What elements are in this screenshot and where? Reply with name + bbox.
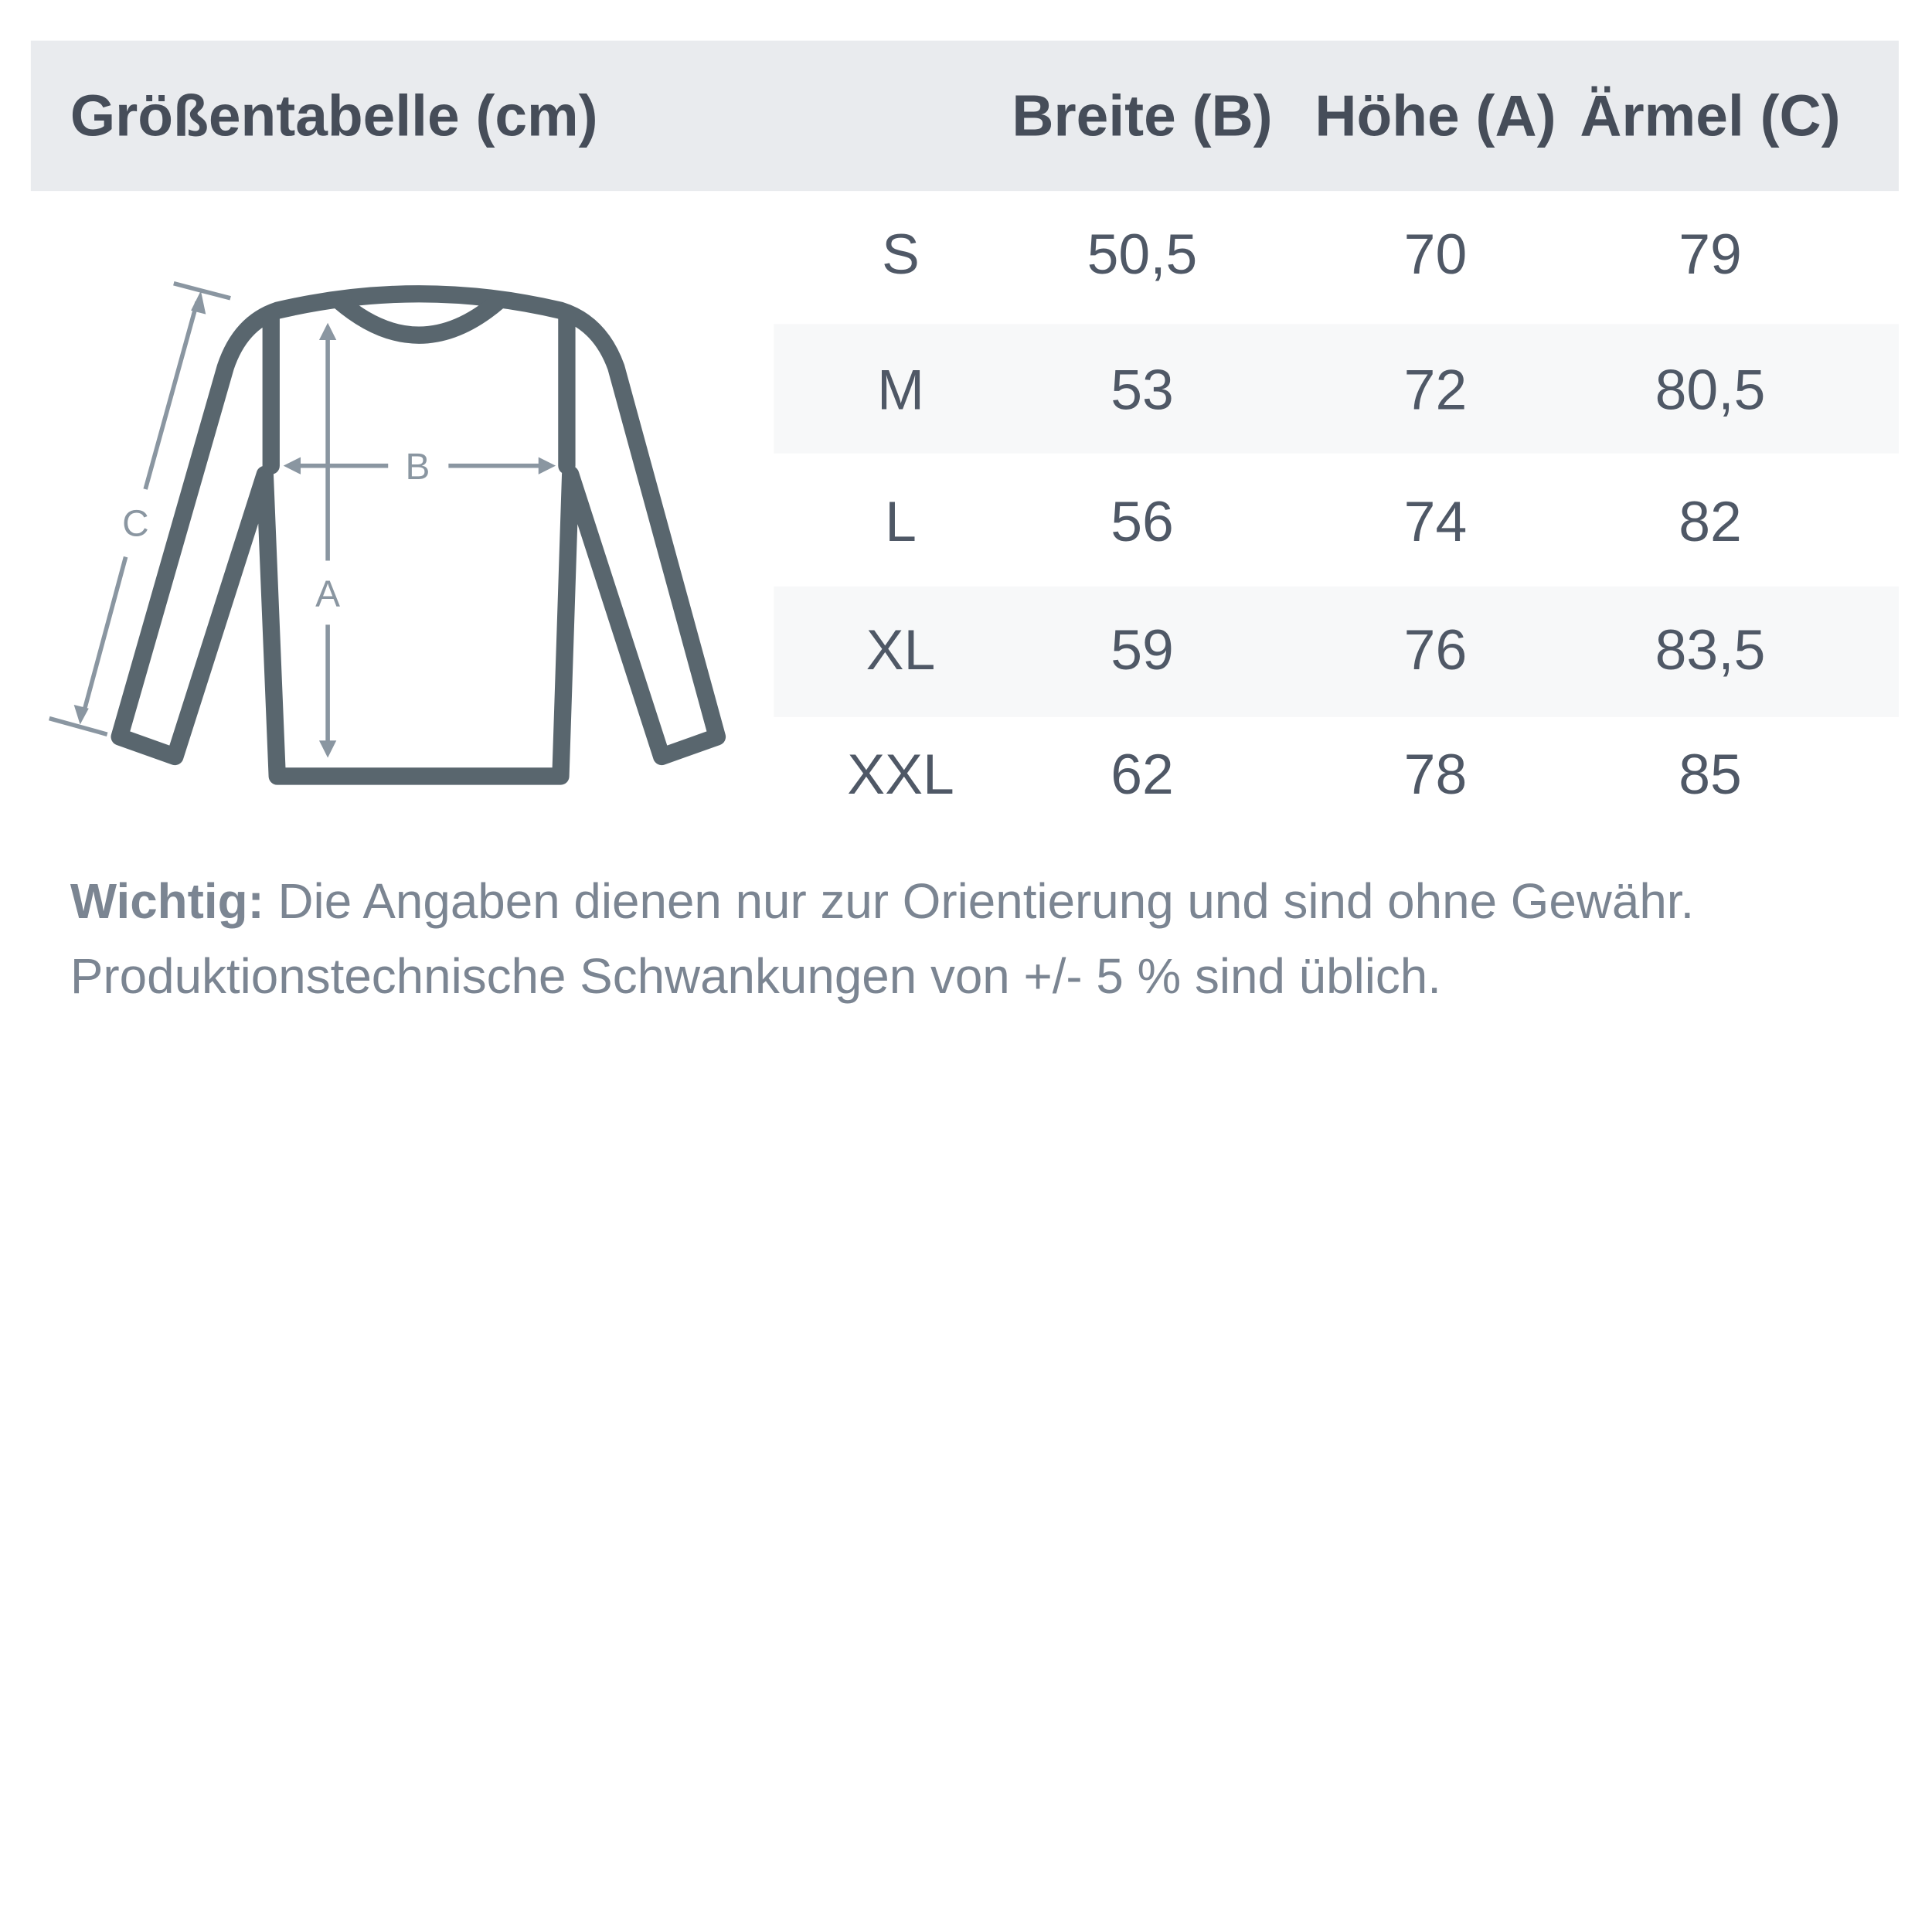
row-stripe — [774, 586, 1899, 717]
cell: 76 — [1404, 618, 1468, 682]
table-row: XXL 62 78 85 — [847, 743, 1742, 806]
label-a: A — [315, 573, 340, 614]
size-label: L — [885, 490, 917, 553]
note-bold: Wichtig: — [70, 873, 264, 929]
cell: 79 — [1679, 223, 1742, 286]
label-b: B — [406, 447, 430, 488]
row-stripe — [774, 324, 1899, 454]
table-row: S 50,5 70 79 — [882, 223, 1742, 286]
cell: 56 — [1111, 490, 1174, 553]
column-header-breite: Breite (B) — [1012, 83, 1272, 148]
note-line-1: Wichtig: Die Angaben dienen nur zur Orie… — [70, 873, 1694, 929]
table-row: L 56 74 82 — [885, 490, 1742, 553]
sweater-outline — [111, 285, 726, 785]
sweater-side-seams — [262, 309, 576, 474]
cell: 74 — [1404, 490, 1468, 553]
size-label: S — [882, 223, 920, 286]
sweater-neckline — [330, 291, 508, 344]
cell: 83,5 — [1655, 618, 1766, 682]
size-label: XXL — [847, 743, 954, 806]
column-header-aermel: Ärmel (C) — [1580, 83, 1840, 148]
column-header-hoehe: Höhe (A) — [1315, 83, 1556, 148]
cell: 80,5 — [1655, 358, 1766, 421]
chart-title: Größentabelle (cm) — [70, 83, 598, 148]
size-label: M — [877, 358, 924, 421]
cell: 72 — [1404, 358, 1468, 421]
cell: 78 — [1404, 743, 1468, 806]
cell: 85 — [1679, 743, 1742, 806]
cell: 62 — [1111, 743, 1174, 806]
cell: 50,5 — [1087, 223, 1198, 286]
dimension-b: B — [283, 447, 556, 488]
label-c: C — [122, 504, 149, 545]
cell: 53 — [1111, 358, 1174, 421]
header-band — [30, 40, 1899, 192]
dimension-c: C — [49, 281, 231, 736]
table-row: XL 59 76 83,5 — [866, 618, 1766, 682]
cell: 59 — [1111, 618, 1174, 682]
sweater-diagram: C A B — [49, 281, 726, 785]
note-line-2: Produktionstechnische Schwankungen von +… — [70, 948, 1441, 1004]
note-text: Die Angaben dienen nur zur Orientierung … — [264, 873, 1694, 929]
cell: 70 — [1404, 223, 1468, 286]
cell: 82 — [1679, 490, 1742, 553]
dimension-a: A — [315, 322, 340, 758]
table-row: M 53 72 80,5 — [877, 358, 1765, 421]
size-label: XL — [866, 618, 936, 682]
